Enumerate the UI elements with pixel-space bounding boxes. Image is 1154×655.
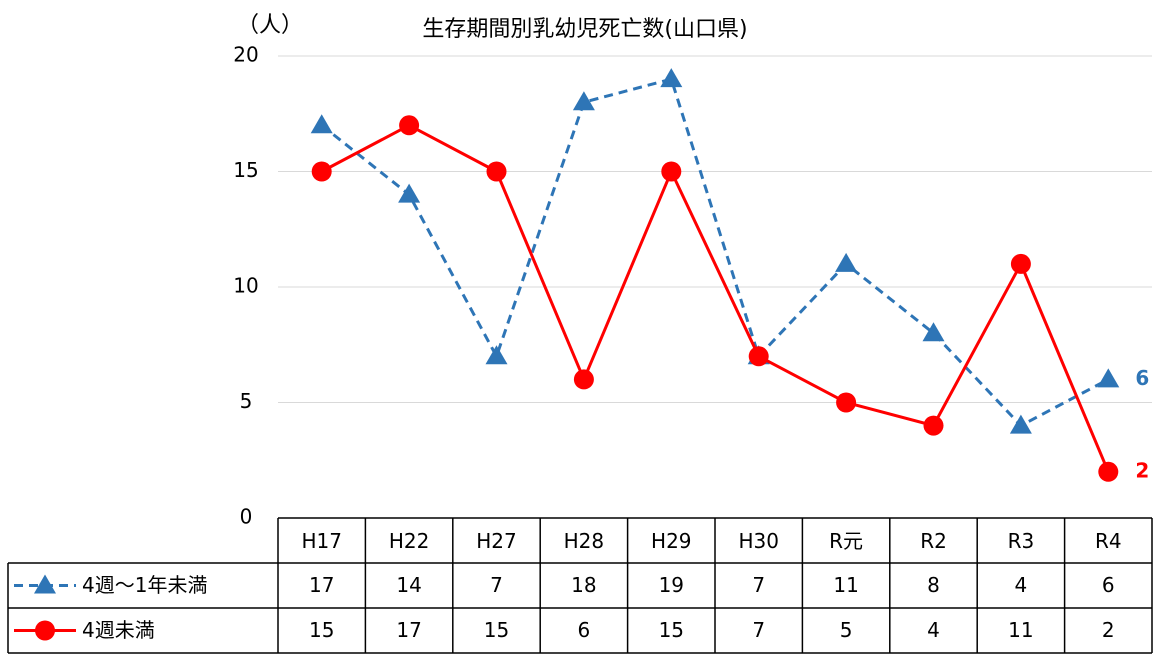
x-tick-label: H17 [301, 529, 342, 553]
table-cell: 7 [752, 618, 765, 642]
legend-label: 4週未満 [82, 618, 155, 642]
marker [311, 161, 332, 182]
x-tick-label: R4 [1095, 529, 1122, 553]
y-axis-label: （人） [237, 13, 303, 38]
x-tick-label: H22 [389, 529, 430, 553]
table-cell: 7 [490, 573, 503, 597]
table-cell: 17 [396, 618, 421, 642]
x-tick-label: H30 [738, 529, 779, 553]
marker [399, 115, 420, 136]
series-line [320, 77, 1110, 428]
y-tick-label: 10 [233, 274, 258, 298]
marker [660, 68, 683, 88]
marker [836, 392, 857, 413]
table-cell: 15 [659, 618, 684, 642]
marker [1010, 253, 1031, 274]
y-tick-label: 0 [240, 505, 253, 529]
data-label: 6 [1135, 366, 1149, 390]
series-line [320, 123, 1110, 473]
chart-title: 生存期間別乳幼児死亡数(山口県) [422, 17, 747, 42]
marker [1097, 368, 1120, 388]
table-cell: 15 [484, 618, 509, 642]
table-cell: 11 [833, 573, 858, 597]
marker [922, 322, 945, 342]
marker [661, 161, 682, 182]
legend-label: 4週〜1年未満 [82, 573, 207, 597]
marker [1098, 461, 1119, 482]
table-cell: 7 [752, 573, 765, 597]
marker [748, 346, 769, 367]
legend-marker [34, 574, 56, 594]
table-cell: 14 [396, 573, 421, 597]
table-cell: 15 [309, 618, 334, 642]
marker [486, 161, 507, 182]
marker [1009, 414, 1032, 434]
marker [310, 114, 333, 134]
table-cell: 8 [927, 573, 940, 597]
table-cell: 5 [840, 618, 853, 642]
x-tick-label: R3 [1008, 529, 1035, 553]
x-tick-label: H29 [651, 529, 692, 553]
table-cell: 4 [1015, 573, 1028, 597]
table-cell: 6 [578, 618, 591, 642]
marker [923, 415, 944, 436]
table-cell: 4 [927, 618, 940, 642]
table-cell: 19 [659, 573, 684, 597]
x-tick-label: R元 [829, 529, 863, 553]
marker [835, 252, 858, 272]
table-cell: 6 [1102, 573, 1115, 597]
table-cell: 2 [1102, 618, 1115, 642]
x-tick-label: H27 [476, 529, 517, 553]
data-label: 2 [1135, 458, 1149, 482]
table-cell: 18 [571, 573, 596, 597]
y-tick-label: 20 [233, 43, 258, 67]
y-tick-label: 5 [240, 389, 253, 413]
x-tick-label: H28 [564, 529, 605, 553]
marker [485, 345, 508, 365]
legend-marker [35, 620, 55, 641]
table-cell: 17 [309, 573, 334, 597]
marker [573, 369, 594, 390]
marker [398, 183, 421, 203]
marker [572, 91, 595, 111]
table-cell: 11 [1008, 618, 1033, 642]
y-tick-label: 15 [233, 158, 258, 182]
x-tick-label: R2 [920, 529, 947, 553]
